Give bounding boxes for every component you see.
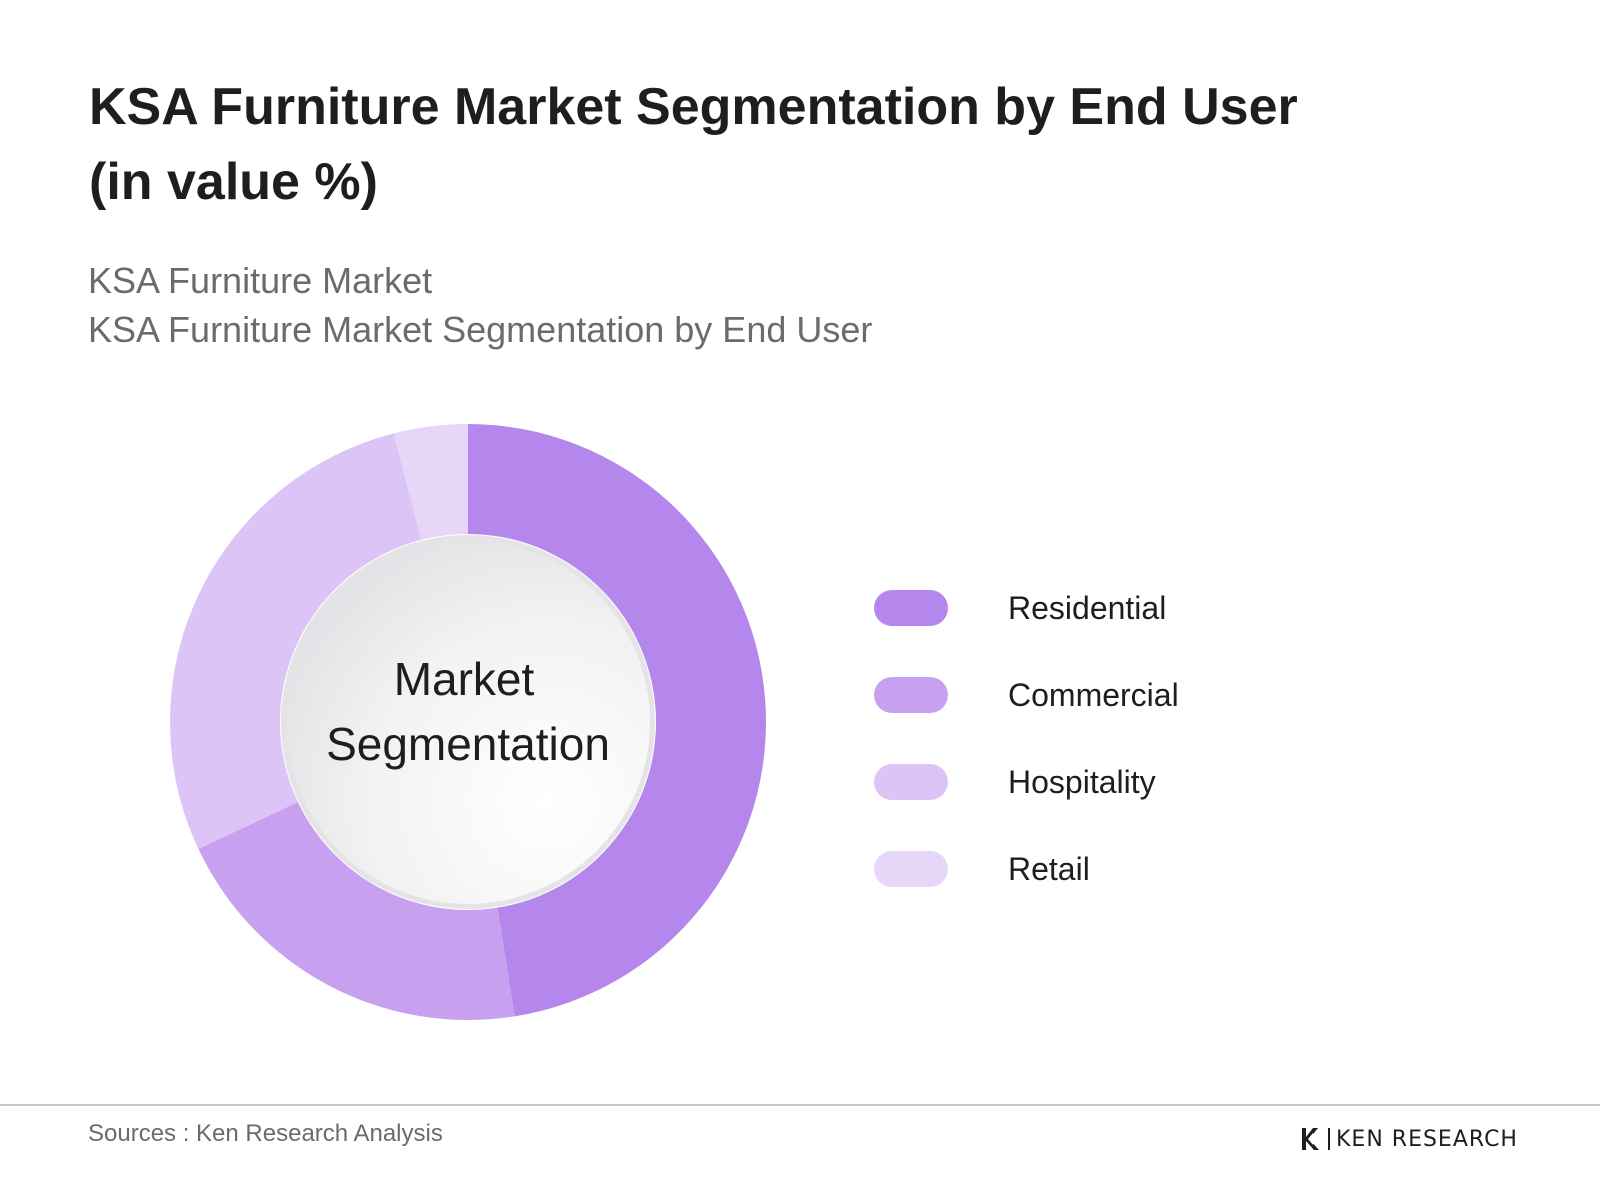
center-label-line-2: Segmentation bbox=[326, 718, 610, 770]
legend-label-hospitality: Hospitality bbox=[1008, 764, 1156, 800]
chart-title-line-1: KSA Furniture Market Segmentation by End… bbox=[89, 78, 1298, 136]
chart-title: KSA Furniture Market Segmentation by End… bbox=[89, 70, 1489, 220]
slice-commercial bbox=[198, 802, 515, 1020]
legend-swatch-commercial bbox=[874, 677, 948, 713]
center-label-line-1: Market bbox=[394, 653, 535, 705]
legend-swatch-retail bbox=[874, 851, 948, 887]
legend-label-residential: Residential bbox=[1008, 590, 1166, 626]
legend: Residential Commercial Hospitality Retail bbox=[874, 590, 1179, 887]
ken-research-logo-icon bbox=[1302, 1128, 1319, 1150]
footer-divider bbox=[0, 1104, 1600, 1106]
chart-subtitle: KSA Furniture Market KSA Furniture Marke… bbox=[88, 256, 1388, 354]
brand-divider bbox=[1328, 1128, 1330, 1150]
legend-label-commercial: Commercial bbox=[1008, 677, 1179, 713]
legend-swatch-hospitality bbox=[874, 764, 948, 800]
chart-title-line-2: (in value %) bbox=[89, 153, 378, 211]
donut-chart: Market Segmentation Residential Commercia… bbox=[169, 424, 1179, 1020]
donut-slices bbox=[169, 424, 766, 1020]
chart-subtitle-line-1: KSA Furniture Market bbox=[88, 260, 433, 301]
brand-logo: KEN RESEARCH bbox=[1300, 1124, 1518, 1154]
slice-hospitality bbox=[169, 433, 422, 849]
donut-hub bbox=[286, 540, 650, 904]
slice-residential bbox=[468, 424, 766, 1017]
legend-swatch-residential bbox=[874, 590, 948, 626]
chart-subtitle-line-2: KSA Furniture Market Segmentation by End… bbox=[88, 309, 873, 350]
slice-retail bbox=[393, 424, 468, 540]
brand-name: KEN RESEARCH bbox=[1336, 1126, 1518, 1152]
sources-note: Sources : Ken Research Analysis bbox=[88, 1120, 443, 1147]
legend-label-retail: Retail bbox=[1008, 851, 1090, 887]
